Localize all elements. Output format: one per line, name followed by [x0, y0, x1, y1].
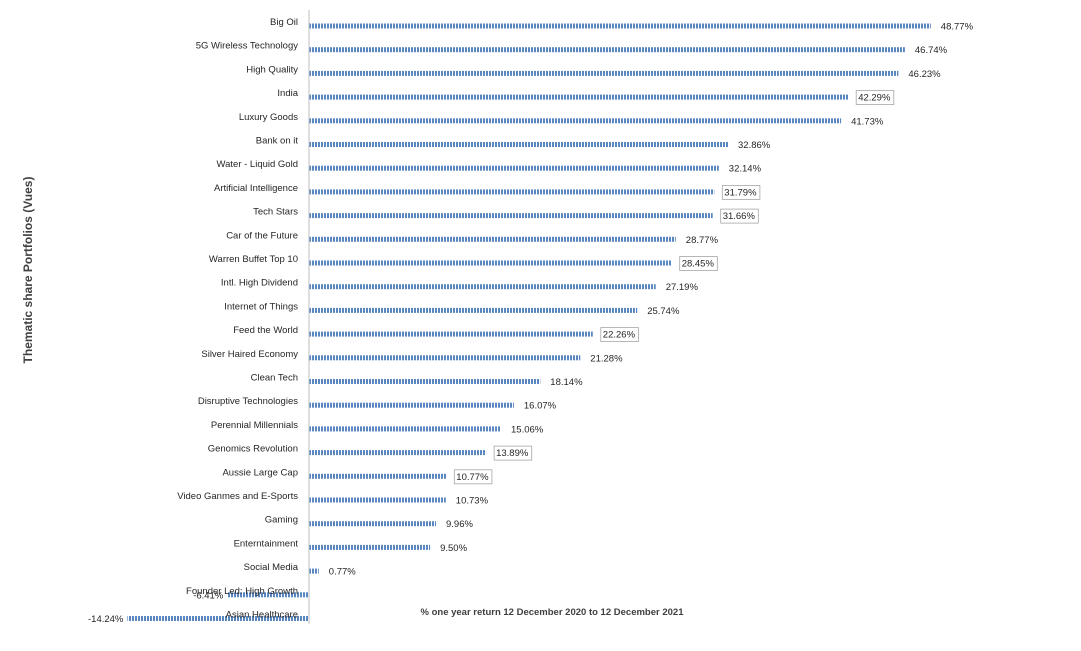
data-label: 42.29%	[858, 93, 891, 104]
data-label: 21.28%	[590, 353, 623, 364]
category-label: Water - Liquid Gold	[217, 159, 299, 170]
category-label: 5G Wireless Technology	[196, 41, 299, 52]
bar	[309, 473, 447, 479]
data-label: 25.74%	[647, 306, 680, 317]
bar	[309, 70, 899, 76]
category-label: Car of the Future	[226, 230, 298, 241]
bar	[309, 165, 719, 171]
bar	[309, 213, 713, 219]
bar	[309, 142, 728, 147]
bars-layer	[127, 23, 931, 621]
bar	[309, 118, 842, 124]
data-label-box	[493, 445, 533, 461]
data-label: 0.77%	[329, 567, 356, 578]
data-label-box	[721, 184, 761, 200]
category-label: Tech Stars	[253, 207, 298, 218]
bar	[309, 47, 905, 53]
category-label: Bank on it	[256, 136, 299, 147]
category-label: Warren Buffet Top 10	[209, 254, 298, 265]
category-label: India	[277, 88, 298, 99]
bar	[309, 426, 501, 432]
category-label: Aussie Large Cap	[222, 467, 298, 478]
data-label-box	[679, 256, 718, 271]
data-label: 28.45%	[682, 259, 715, 270]
data-label: 10.77%	[456, 472, 489, 483]
data-label: 15.06%	[511, 424, 544, 435]
bar	[309, 379, 541, 384]
bar	[309, 23, 931, 29]
bar	[309, 450, 487, 456]
y-axis-title: Thematic share Portfolios (Vues)	[21, 176, 35, 364]
category-label: Feed the World	[233, 325, 298, 336]
data-label: 31.66%	[723, 211, 756, 222]
bar	[309, 284, 656, 290]
data-label: -14.24%	[88, 614, 124, 625]
data-label: 9.96%	[446, 519, 473, 530]
bar	[309, 189, 715, 195]
category-label: Social Media	[244, 562, 299, 573]
category-label: Luxury Goods	[239, 112, 298, 123]
data-label-box	[453, 469, 493, 485]
bar	[309, 260, 672, 266]
data-label: 32.86%	[738, 140, 771, 151]
data-label: 27.19%	[666, 282, 699, 293]
bar	[309, 355, 581, 361]
data-label: 46.74%	[915, 45, 948, 56]
data-label: 9.50%	[440, 543, 467, 554]
category-label: Intl. High Dividend	[221, 278, 298, 289]
data-label: 31.79%	[724, 187, 757, 198]
data-label-box	[855, 90, 895, 105]
bar	[127, 616, 310, 621]
data-label: 10.73%	[456, 496, 489, 507]
category-label: Perennial Millennials	[211, 420, 298, 431]
category-label: Silver Haired Economy	[201, 349, 298, 360]
category-label: Big Oil	[270, 17, 298, 28]
category-label: Internet of Things	[224, 301, 298, 312]
category-label: High Quality	[246, 64, 298, 75]
data-label: 18.14%	[550, 377, 583, 388]
data-label-box	[720, 208, 759, 224]
data-label: 13.89%	[496, 448, 529, 459]
bar	[309, 521, 436, 527]
data-label-box	[600, 327, 639, 343]
data-label: 32.14%	[729, 164, 762, 175]
category-label: Enterntainment	[234, 538, 299, 549]
bar	[309, 236, 676, 242]
category-label: Asian Healthcare	[226, 610, 298, 621]
category-label: Founder Led: High Growth	[186, 586, 298, 597]
data-label: 48.77%	[941, 22, 974, 33]
data-label: -6.41%	[193, 590, 224, 601]
labels-layer: Big Oil 48.77% 5G Wireless Technology 46.74…	[88, 17, 974, 625]
category-label: Video Ganmes and E-Sports	[177, 491, 298, 502]
bar	[309, 402, 514, 408]
data-label: 41.73%	[851, 116, 884, 127]
bar	[309, 568, 319, 574]
x-axis-title: % one year return 12 December 2020 to 12…	[421, 607, 685, 618]
bar	[227, 592, 309, 598]
category-label: Disruptive Technologies	[198, 396, 298, 407]
bar	[309, 544, 431, 550]
category-label: Artificial Intelligence	[214, 183, 298, 194]
bar	[309, 497, 446, 503]
data-label: 16.07%	[524, 401, 557, 412]
data-label: 28.77%	[686, 235, 719, 246]
category-label: Gaming	[265, 515, 298, 526]
data-label: 22.26%	[603, 330, 636, 341]
bar	[309, 331, 593, 337]
bar	[309, 94, 849, 100]
bar	[309, 307, 638, 313]
category-label: Clean Tech	[251, 373, 298, 384]
data-label: 46.23%	[908, 69, 941, 80]
category-label: Genomics Revolution	[208, 444, 298, 455]
